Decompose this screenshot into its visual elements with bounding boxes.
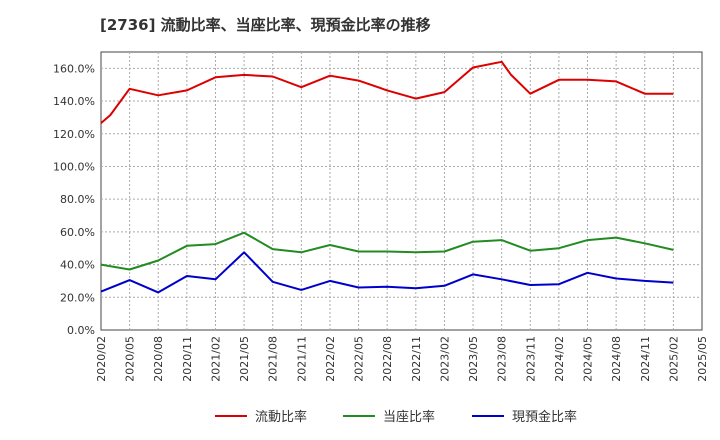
series-line-3 [100, 251, 674, 294]
y-tick-label: 20.0% [60, 291, 95, 304]
x-tick-label: 2021/05 [238, 336, 251, 382]
chart-title: [2736] 流動比率、当座比率、現預金比率の推移 [100, 16, 431, 34]
x-tick-label: 2023/08 [496, 336, 509, 382]
y-tick-label: 160.0% [53, 62, 95, 75]
x-tick-label: 2020/05 [124, 336, 137, 382]
x-tick-label: 2022/08 [381, 336, 394, 382]
x-tick-label: 2025/02 [667, 336, 680, 382]
y-tick-label: 100.0% [53, 160, 95, 173]
series-line-2 [100, 231, 674, 271]
x-tick-label: 2024/11 [639, 336, 652, 382]
y-tick-label: 140.0% [53, 95, 95, 108]
x-tick-label: 2023/05 [467, 336, 480, 382]
x-tick-label: 2021/08 [267, 336, 280, 382]
x-tick-label: 2023/02 [438, 336, 451, 382]
x-tick-label: 2021/11 [295, 336, 308, 382]
x-tick-label: 2024/05 [582, 336, 595, 382]
x-tick-label: 2024/08 [610, 336, 623, 382]
x-tick-label: 2023/11 [524, 336, 537, 382]
x-tick-label: 2024/02 [553, 336, 566, 382]
legend-label-2: 当座比率 [383, 409, 435, 425]
plot-frame [100, 51, 703, 331]
y-tick-label: 120.0% [53, 128, 95, 141]
x-tick-label: 2020/08 [152, 336, 165, 382]
x-tick-label: 2020/11 [181, 336, 194, 382]
legend-label-1: 流動比率 [255, 409, 307, 425]
x-tick-label: 2025/05 [696, 336, 709, 382]
x-tick-label: 2021/02 [209, 336, 222, 382]
series-line-1 [100, 60, 674, 124]
x-tick-label: 2022/05 [353, 336, 366, 382]
y-tick-label: 40.0% [60, 259, 95, 272]
x-tick-label: 2020/02 [95, 336, 108, 382]
legend-label-3: 現預金比率 [512, 409, 577, 425]
y-tick-label: 0.0% [67, 324, 95, 337]
y-tick-label: 60.0% [60, 226, 95, 239]
x-tick-label: 2022/02 [324, 336, 337, 382]
y-tick-label: 80.0% [60, 193, 95, 206]
x-tick-label: 2022/11 [410, 336, 423, 382]
